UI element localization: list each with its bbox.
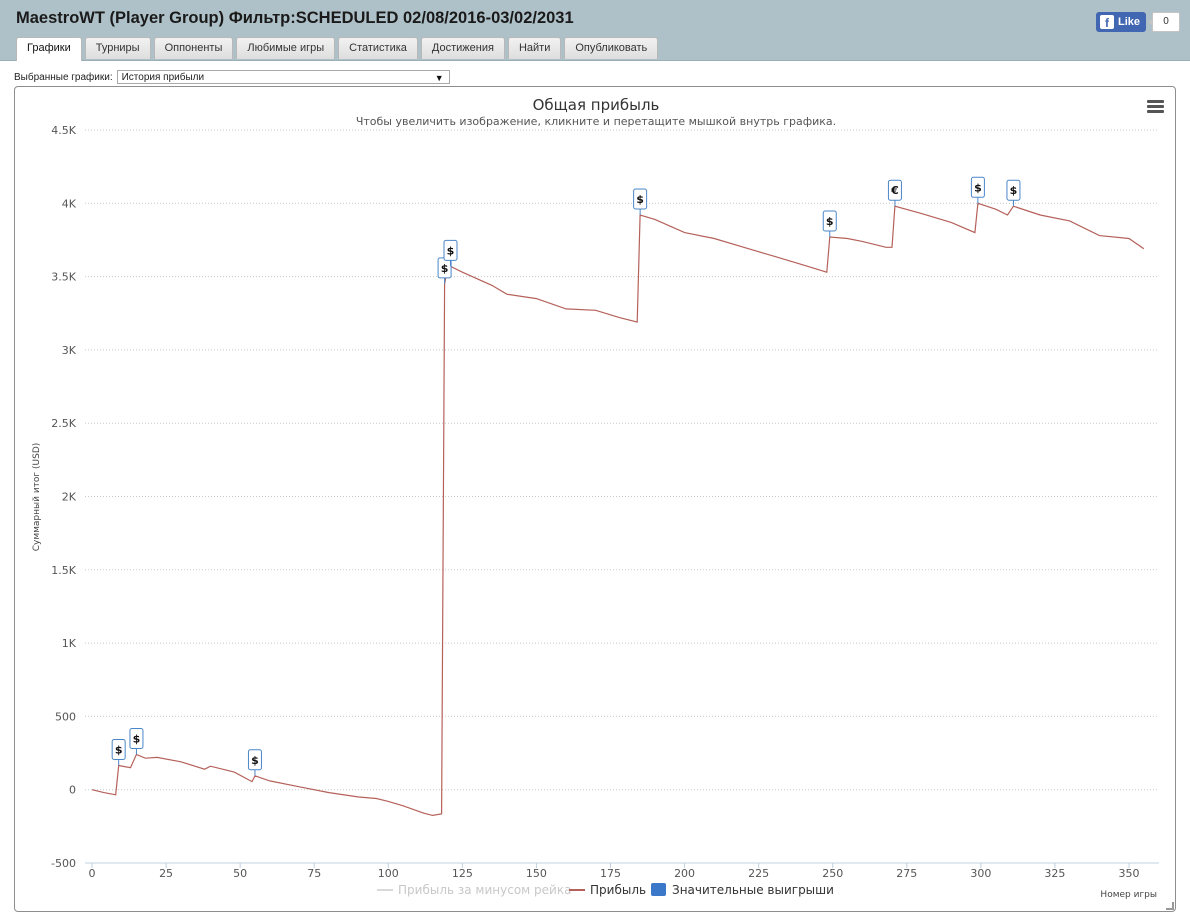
facebook-f-icon: f <box>1100 15 1114 30</box>
y-tick-label: -500 <box>51 857 76 870</box>
header-bar: MaestroWT (Player Group) Фильтр:SCHEDULE… <box>0 0 1190 61</box>
tab-favorite-games[interactable]: Любимые игры <box>236 37 336 59</box>
profit-series-line[interactable] <box>91 202 1145 817</box>
tab-bar: Графики Турниры Оппоненты Любимые игры С… <box>16 37 661 61</box>
tab-publish[interactable]: Опубликовать <box>564 37 659 59</box>
graph-select-value: История прибыли <box>121 72 205 83</box>
x-tick-label: 50 <box>233 867 247 880</box>
y-tick-label: 2.5K <box>51 417 76 430</box>
tab-statistics[interactable]: Статистика <box>338 37 418 59</box>
big-win-flag[interactable]: $ <box>443 239 458 267</box>
facebook-like-label: Like <box>1118 16 1141 28</box>
y-axis-label: Суммарный итог (USD) <box>32 443 42 552</box>
big-win-flag[interactable]: $ <box>247 749 262 776</box>
graph-select[interactable]: История прибыли ▼ <box>116 70 450 84</box>
x-tick-label: 200 <box>674 867 695 880</box>
dropdown-arrow-icon: ▼ <box>434 73 444 83</box>
big-win-symbol: $ <box>826 215 834 228</box>
y-tick-label: 500 <box>55 710 76 723</box>
x-tick-label: 325 <box>1044 867 1065 880</box>
facebook-like-widget: f Like 0 <box>1096 12 1180 33</box>
big-win-symbol: $ <box>115 744 123 757</box>
x-tick-label: 125 <box>452 867 473 880</box>
y-tick-label: 1.5K <box>51 564 76 577</box>
big-win-symbol: $ <box>133 733 141 746</box>
legend-item-bigwins[interactable]: Значительные выигрыши <box>672 883 834 897</box>
big-win-symbol: $ <box>1010 184 1018 197</box>
chart-menu-icon[interactable] <box>1147 100 1164 114</box>
chart-legend: Прибыль за минусом рейка Прибыль Значите… <box>377 883 834 897</box>
y-tick-label: 4K <box>62 197 77 210</box>
chart-subtitle: Чтобы увеличить изображение, кликните и … <box>356 115 836 128</box>
x-tick-label: 175 <box>600 867 621 880</box>
x-tick-label: 100 <box>378 867 399 880</box>
graph-selector-label: Выбранные графики: <box>14 71 113 83</box>
page-title: MaestroWT (Player Group) Фильтр:SCHEDULE… <box>16 9 574 27</box>
x-tick-label: 225 <box>748 867 769 880</box>
y-tick-label: 4.5K <box>51 124 76 137</box>
x-tick-label: 350 <box>1119 867 1140 880</box>
big-win-symbol: $ <box>441 262 449 275</box>
legend-item-rake[interactable]: Прибыль за минусом рейка <box>398 883 571 897</box>
legend-item-profit[interactable]: Прибыль <box>590 883 646 897</box>
big-win-flag[interactable]: $ <box>970 176 985 204</box>
big-win-flag[interactable]: € <box>887 179 902 207</box>
facebook-like-count: 0 <box>1148 12 1180 32</box>
x-tick-label: 275 <box>896 867 917 880</box>
big-win-flag[interactable]: $ <box>1006 179 1021 207</box>
resize-grip-icon[interactable] <box>1166 902 1174 910</box>
big-win-flag[interactable]: $ <box>822 210 837 238</box>
x-axis-label: Номер игры <box>1100 890 1157 900</box>
y-tick-label: 1K <box>62 637 77 650</box>
tab-graphs[interactable]: Графики <box>16 37 82 61</box>
y-tick-label: 0 <box>69 784 76 797</box>
facebook-like-button[interactable]: f Like <box>1096 12 1146 32</box>
x-tick-label: 75 <box>307 867 321 880</box>
y-tick-label: 3K <box>62 344 77 357</box>
y-tick-label: 3.5K <box>51 271 76 284</box>
big-win-flag[interactable]: $ <box>437 257 452 284</box>
big-win-flag[interactable]: $ <box>111 739 126 766</box>
big-win-flag[interactable]: $ <box>633 188 648 216</box>
big-win-flag[interactable]: $ <box>129 728 144 755</box>
tab-achievements[interactable]: Достижения <box>420 37 505 59</box>
tab-tournaments[interactable]: Турниры <box>84 37 151 59</box>
big-win-symbol: $ <box>636 193 644 206</box>
big-win-symbol: € <box>890 184 899 197</box>
chart-title: Общая прибыль <box>533 96 660 114</box>
x-tick-label: 150 <box>526 867 547 880</box>
legend-bigwins-symbol <box>651 883 666 896</box>
graph-selector-row: Выбранные графики: История прибыли ▼ <box>14 69 450 85</box>
chart-panel <box>14 86 1176 912</box>
x-tick-label: 300 <box>970 867 991 880</box>
big-win-symbol: $ <box>974 181 982 194</box>
x-tick-label: 0 <box>89 867 96 880</box>
tab-opponents[interactable]: Оппоненты <box>153 37 234 59</box>
big-win-symbol: $ <box>251 754 259 767</box>
x-tick-label: 25 <box>159 867 173 880</box>
big-win-symbol: $ <box>447 244 455 257</box>
x-tick-label: 250 <box>822 867 843 880</box>
y-tick-label: 2K <box>62 491 77 504</box>
tab-search[interactable]: Найти <box>507 37 562 59</box>
